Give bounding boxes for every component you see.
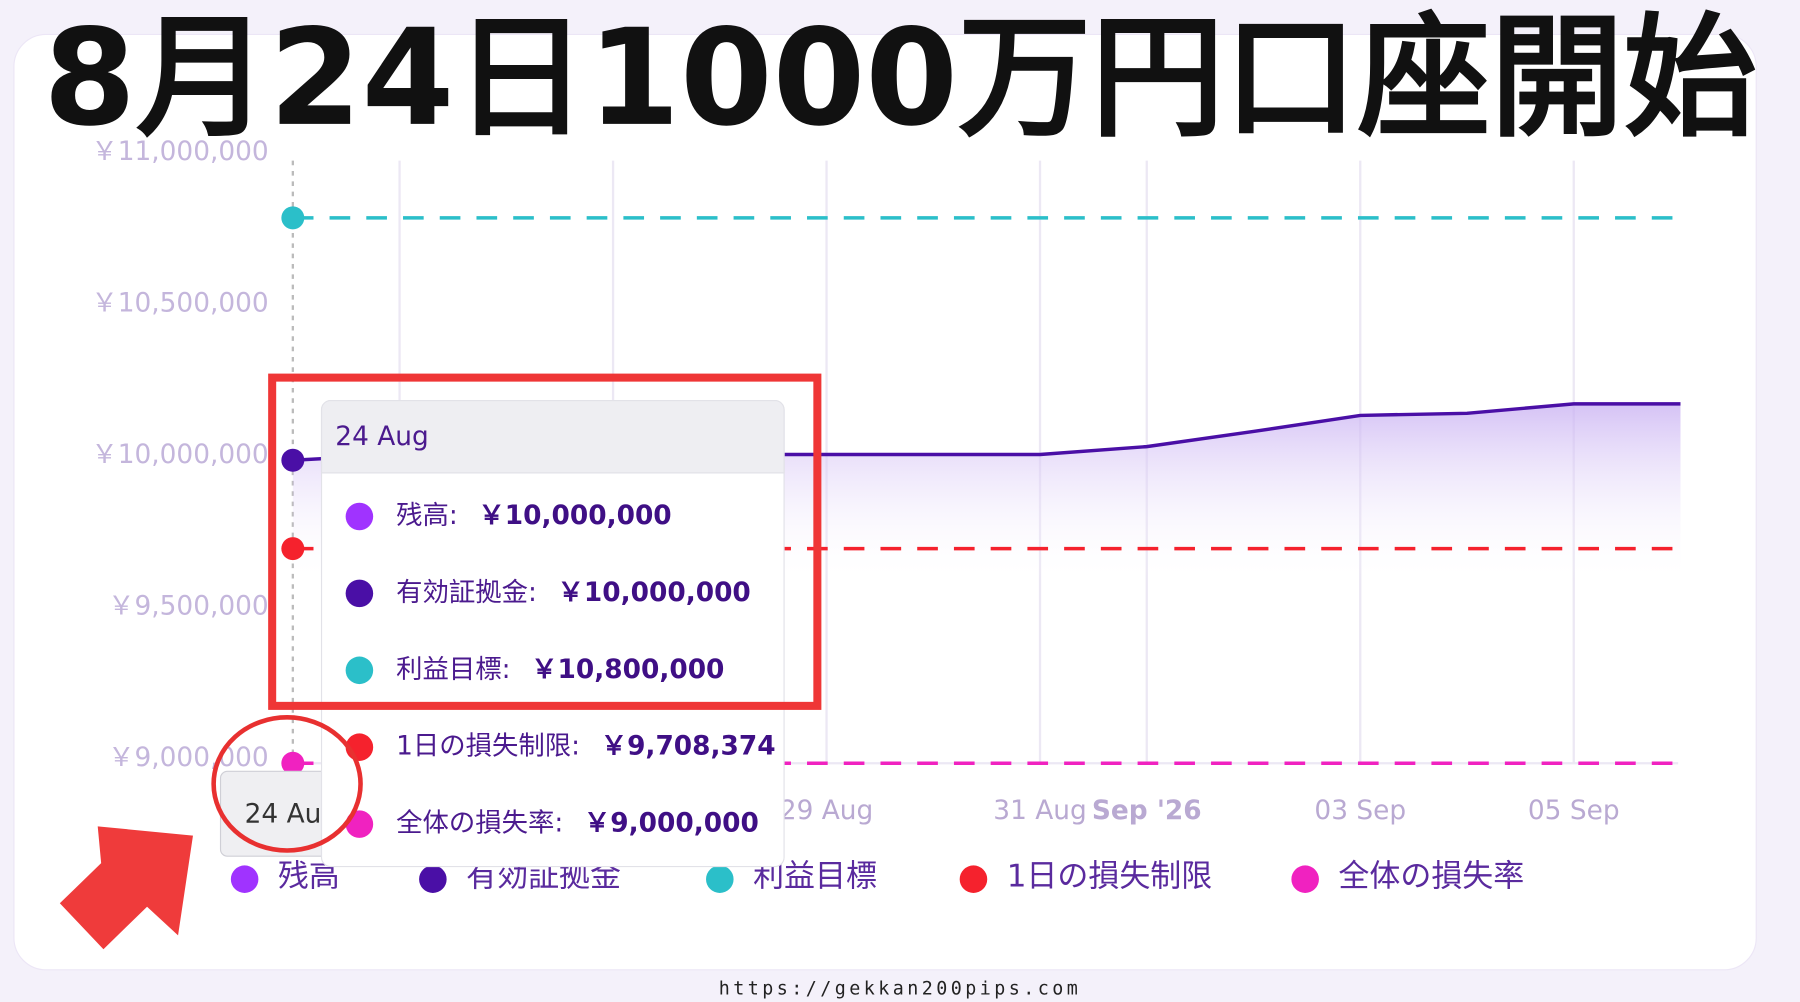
tooltip-label: 有効証拠金: [396,578,537,608]
legend-label[interactable]: 1日の損失制限 [1007,859,1213,895]
x-tick-label: 03 Sep [1314,796,1406,826]
y-tick-label: ￥9,500,000 [108,592,269,622]
legend-label[interactable]: 全体の損失率 [1338,859,1524,895]
y-tick-label: ￥11,000,000 [91,137,268,167]
tooltip-title: 24 Aug [335,422,428,452]
tooltip-label: 残高: [396,501,458,531]
headline: 8月24日1000万円口座開始 [43,1,1756,156]
tooltip-header [320,399,785,474]
crosshair-marker [281,751,305,775]
y-tick-label: ￥9,000,000 [108,743,269,773]
x-tick-label: 31 Aug [993,796,1086,826]
legend-dot [706,865,734,893]
tooltip-value: ￥10,000,000 [558,578,751,608]
y-tick-label: ￥10,500,000 [91,289,268,319]
tooltip-dot [345,656,374,685]
tooltip-dot [345,810,374,838]
pointer-arrow [59,826,193,950]
crosshair-marker [281,206,305,230]
watermark: https://gekkan200pips.com [719,978,1081,999]
tooltip-value: ￥10,000,000 [478,501,671,531]
y-tick-label: ￥10,000,000 [91,440,268,470]
tooltip-dot [345,502,374,531]
highlight-box [268,373,822,710]
crosshair-marker [281,537,305,561]
legend-dot [1291,865,1319,893]
tooltip-dot [345,579,374,608]
tooltip-label: 全体の損失率: [396,809,563,839]
tooltip-value: ￥9,000,000 [584,809,759,839]
legend-dot [230,865,259,893]
x-tick-label: Sep '26 [1092,796,1202,826]
tooltip-value: ￥10,800,000 [531,655,724,685]
highlight-circle [211,715,363,853]
x-tick-label: 05 Sep [1528,796,1620,826]
legend-dot [419,865,447,893]
tooltip-label: 利益目標: [396,655,510,685]
tooltip-value: ￥9,708,374 [601,732,776,762]
tooltip-label: 1日の損失制限: [396,732,580,762]
crosshair-marker [281,448,305,472]
legend-dot [959,865,988,893]
x-tick-label: 29 Aug [780,796,873,826]
